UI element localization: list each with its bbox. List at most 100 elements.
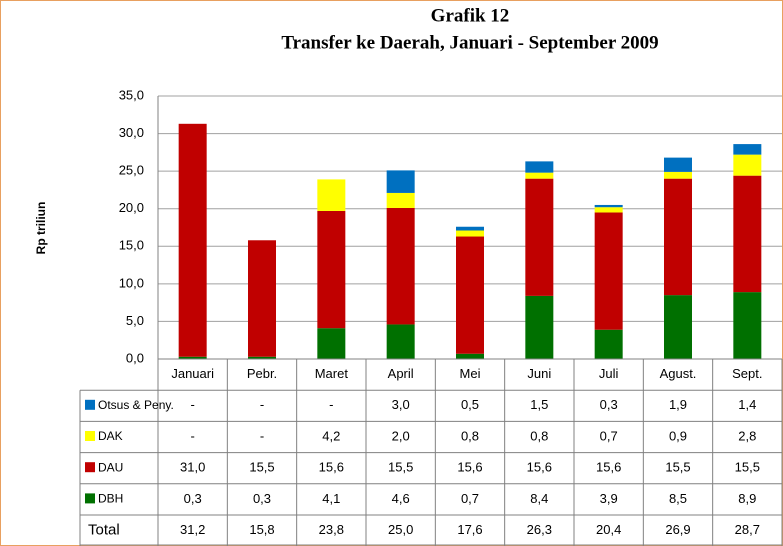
bar-segment (456, 230, 484, 237)
total-value: 17,6 (457, 522, 482, 537)
table-value: 0,8 (530, 428, 548, 443)
bar-segment (317, 328, 346, 359)
legend-swatch (85, 493, 95, 504)
total-value: 20,4 (596, 522, 621, 537)
table-value: 2,8 (738, 428, 756, 443)
chart-title: Grafik 12 (431, 5, 510, 26)
bar-segment (733, 144, 762, 155)
x-tick-label: Maret (315, 366, 349, 381)
bar-segment (733, 175, 762, 293)
table-value: 0,3 (600, 397, 618, 412)
bar-segment (664, 171, 692, 179)
table-value: 4,2 (322, 428, 340, 443)
table-value: 15,5 (388, 460, 413, 475)
total-value: 25,0 (388, 522, 413, 537)
table-value: - (329, 397, 333, 412)
total-value: 28,7 (735, 522, 760, 537)
table-value: 15,6 (596, 460, 621, 475)
table-value: 0,7 (461, 491, 479, 506)
table-value: 0,9 (669, 428, 687, 443)
bar-segment (248, 240, 276, 357)
table-value: 8,4 (530, 491, 548, 506)
y-tick-label: 20,0 (119, 200, 144, 215)
bar-segment (664, 295, 692, 359)
y-tick-label: 30,0 (119, 125, 144, 140)
table-value: 2,0 (392, 428, 410, 443)
table-value: 0,3 (253, 491, 271, 506)
bar-segment (594, 329, 623, 359)
total-value: 26,9 (665, 522, 690, 537)
table-value: 8,9 (738, 491, 756, 506)
x-tick-label: Januari (171, 366, 214, 381)
bar-segment (386, 170, 415, 193)
chart-subtitle: Transfer ke Daerah, Januari - September … (281, 32, 658, 53)
y-tick-label: 5,0 (126, 313, 144, 328)
bar-segment (386, 207, 415, 325)
x-tick-label: Juni (527, 366, 551, 381)
total-value: 23,8 (319, 522, 344, 537)
table-value: 4,1 (322, 491, 340, 506)
bar-segment (733, 292, 762, 359)
total-value: 15,8 (249, 522, 274, 537)
table-value: 1,5 (530, 397, 548, 412)
total-value: 31,2 (180, 522, 205, 537)
x-tick-label: April (388, 366, 414, 381)
legend-swatch (85, 431, 95, 441)
x-tick-label: Pebr. (247, 366, 277, 381)
bar-segment (525, 295, 554, 359)
y-tick-label: 0,0 (126, 350, 144, 365)
table-value: 1,9 (669, 397, 687, 412)
table-value: - (190, 397, 194, 412)
table-value: 0,5 (461, 397, 479, 412)
legend-label: Otsus & Peny. (98, 398, 174, 412)
table-value: 0,3 (184, 491, 202, 506)
bar-segment (317, 179, 346, 211)
bar-segment (664, 157, 692, 172)
y-tick-label: 15,0 (119, 238, 144, 253)
legend-swatch (85, 399, 95, 410)
y-tick-label: 25,0 (119, 163, 144, 178)
bar-segment (525, 161, 554, 173)
table-value: 4,6 (392, 491, 410, 506)
x-tick-label: Agust. (660, 366, 697, 381)
total-label: Total (88, 522, 120, 539)
legend-label: DAU (98, 460, 123, 474)
bar-segment (594, 207, 623, 213)
table-value: - (260, 397, 264, 412)
x-tick-label: Mei (460, 366, 481, 381)
bar-segment (456, 236, 484, 354)
bar-segment (525, 172, 554, 179)
legend-label: DBH (98, 492, 123, 506)
table-value: 15,6 (319, 460, 344, 475)
bar-segment (178, 356, 207, 359)
x-tick-label: Juli (599, 366, 619, 381)
table-value: 3,0 (392, 397, 410, 412)
table-value: 0,7 (600, 428, 618, 443)
bar-segment (456, 353, 484, 359)
table-value: 15,6 (457, 460, 482, 475)
table-value: 3,9 (600, 491, 618, 506)
bar-segment (733, 154, 762, 176)
table-value: 15,5 (735, 460, 760, 475)
legend-swatch (85, 462, 95, 473)
bar-segment (664, 178, 692, 296)
table-value: 0,8 (461, 428, 479, 443)
bar-segment (525, 178, 554, 296)
table-value: 8,5 (669, 491, 687, 506)
bar-segment (594, 204, 623, 208)
bar-segment (178, 123, 207, 357)
table-value: 31,0 (180, 460, 205, 475)
bar-segment (456, 226, 484, 231)
x-tick-label: Sept. (732, 366, 762, 381)
table-value: 15,6 (527, 460, 552, 475)
bar-segment (248, 356, 276, 359)
y-tick-label: 35,0 (119, 87, 144, 102)
bar-segment (386, 324, 415, 359)
table-value: 15,5 (665, 460, 690, 475)
bar-segment (386, 192, 415, 208)
total-value: 26,3 (527, 522, 552, 537)
table-value: - (260, 428, 264, 443)
y-tick-label: 10,0 (119, 275, 144, 290)
legend-label: DAK (98, 429, 123, 443)
